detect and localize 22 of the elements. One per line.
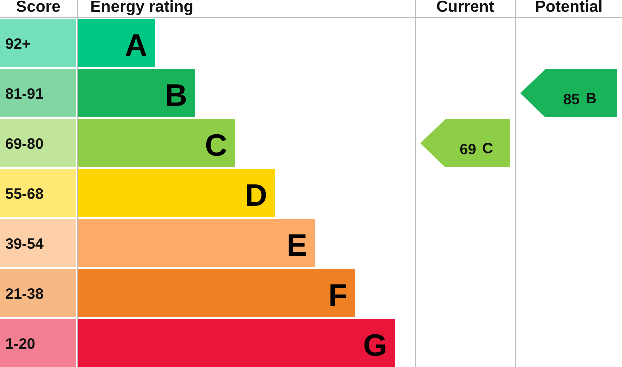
category-label: 92+ [6,36,32,53]
category-label: 81-91 [6,86,44,103]
data-label: 85 [563,92,580,108]
text: Energy rating [90,0,194,16]
category-label: 69-80 [6,136,44,153]
text: Current [436,0,496,16]
category-label: 39-54 [6,236,45,253]
category-label: 21-38 [6,286,44,303]
text: G [363,328,388,363]
text: C [482,140,494,158]
text: Potential [535,0,603,16]
text: E [286,228,308,263]
text: Score [16,0,61,16]
text: F [328,278,348,313]
text: B [586,90,597,108]
category-label: 1-20 [6,336,36,353]
text: D [245,178,268,213]
text: B [165,78,188,113]
text: C [205,128,228,163]
text: A [125,28,148,63]
data-label: 69 [460,142,477,158]
category-label: 55-68 [6,186,44,203]
